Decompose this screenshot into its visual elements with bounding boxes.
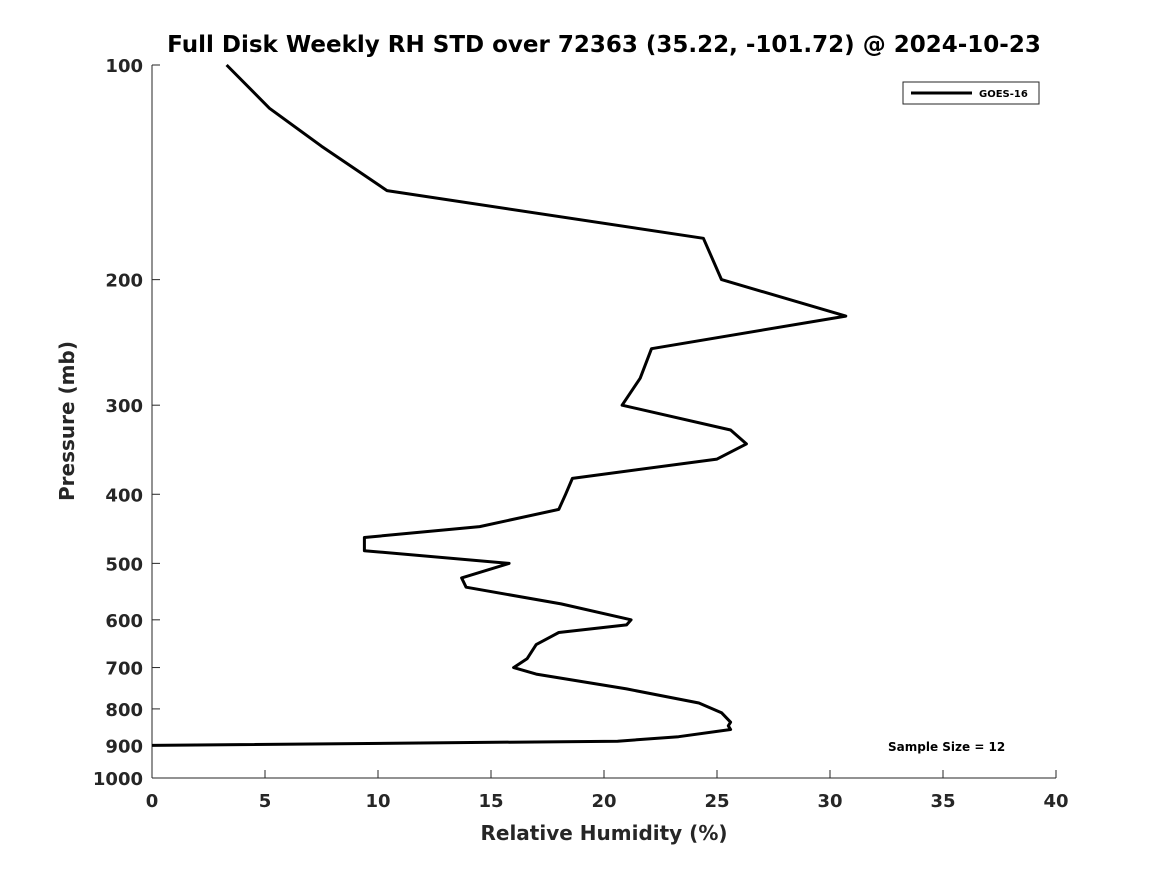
- y-tick-label: 300: [105, 396, 143, 417]
- y-tick-label: 1000: [93, 769, 143, 790]
- y-tick-label: 900: [105, 736, 143, 757]
- y-tick-label: 600: [105, 611, 143, 632]
- y-axis-label: Pressure (mb): [55, 341, 79, 501]
- chart-title: Full Disk Weekly RH STD over 72363 (35.2…: [167, 32, 1041, 58]
- x-tick-label: 30: [817, 791, 842, 812]
- y-tick-label: 500: [105, 554, 143, 575]
- y-tick-label: 800: [105, 700, 143, 721]
- x-tick-label: 40: [1043, 791, 1068, 812]
- x-tick-label: 20: [591, 791, 616, 812]
- x-tick-label: 35: [930, 791, 955, 812]
- y-tick-label: 200: [105, 271, 143, 292]
- x-tick-label: 15: [478, 791, 503, 812]
- plot-axes: [151, 65, 1056, 779]
- x-tick-label: 0: [146, 791, 159, 812]
- sample-size-annotation: Sample Size = 12: [888, 740, 1005, 754]
- x-axis-label: Relative Humidity (%): [480, 821, 727, 845]
- y-tick-label: 700: [105, 659, 143, 680]
- x-tick-label: 25: [704, 791, 729, 812]
- series-line-goes-16: [151, 63, 848, 747]
- y-tick-label: 400: [105, 485, 143, 506]
- x-ticks: 0 5 10 15 20 25 30 35 40: [146, 770, 1069, 812]
- x-tick-label: 10: [365, 791, 390, 812]
- y-ticks: 100 200 300 400 500 600 700 800 900 1000: [93, 56, 160, 790]
- y-tick-label: 100: [105, 56, 143, 77]
- legend-label: GOES-16: [979, 89, 1028, 100]
- legend: GOES-16: [902, 81, 1040, 105]
- x-tick-label: 5: [259, 791, 272, 812]
- series-layer: [151, 63, 848, 747]
